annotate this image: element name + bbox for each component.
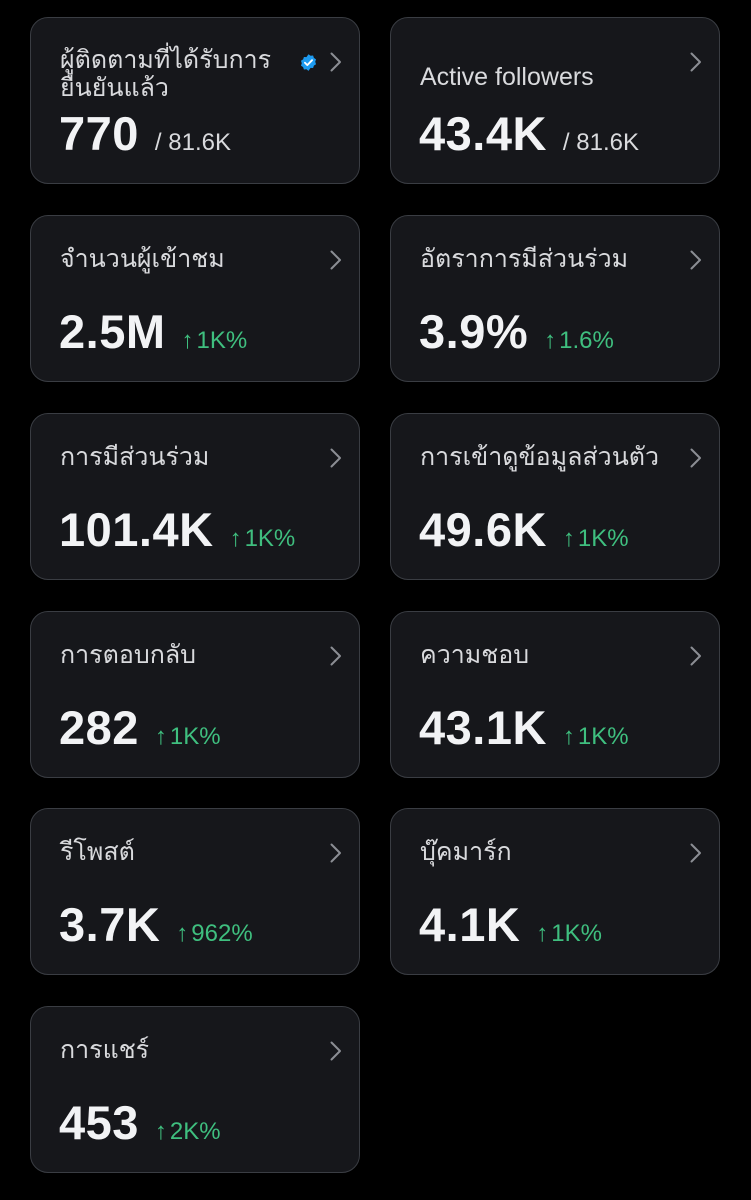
card-bookmarks[interactable]: บุ๊คมาร์ก 4.1K ↑ 1K% xyxy=(390,808,720,975)
arrow-up-icon: ↑ xyxy=(536,920,549,947)
card-total: / 81.6K xyxy=(154,129,231,156)
card-value: 282 xyxy=(59,701,139,754)
card-label: Active followers xyxy=(420,63,594,91)
card-label: ผู้ติดตามที่ได้รับการยืนยันแล้ว xyxy=(60,46,272,102)
card-value: 4.1K xyxy=(419,898,521,951)
card-change: ↑ 1K% xyxy=(563,525,629,553)
card-label: ความชอบ xyxy=(420,641,530,669)
card-value-row: 43.1K ↑ 1K% xyxy=(419,700,629,755)
card-value-row: 3.9% ↑ 1.6% xyxy=(419,304,614,359)
arrow-up-icon: ↑ xyxy=(562,723,575,750)
card-label-wrap: Active followers xyxy=(420,62,661,92)
card-label-wrap: การตอบกลับ xyxy=(60,640,301,670)
card-verified-followers[interactable]: ผู้ติดตามที่ได้รับการยืนยันแล้ว 770 / 81… xyxy=(30,17,360,184)
card-change-value: 1K% xyxy=(169,723,221,750)
chevron-right-icon xyxy=(330,250,341,270)
card-change: ↑ 1K% xyxy=(536,920,602,948)
arrow-up-icon: ↑ xyxy=(562,525,575,552)
arrow-up-icon: ↑ xyxy=(176,920,189,947)
card-value: 101.4K xyxy=(59,503,214,556)
arrow-up-icon: ↑ xyxy=(229,525,242,552)
card-label: บุ๊คมาร์ก xyxy=(420,838,512,866)
chevron-right-icon xyxy=(690,250,701,270)
card-label: จำนวนผู้เข้าชม xyxy=(60,245,225,273)
card-value: 3.9% xyxy=(419,305,529,358)
arrow-up-icon: ↑ xyxy=(154,1118,167,1145)
card-value-row: 2.5M ↑ 1K% xyxy=(59,304,247,359)
card-value-row: 282 ↑ 1K% xyxy=(59,700,221,755)
card-value-row: 453 ↑ 2K% xyxy=(59,1095,221,1150)
chevron-right-icon xyxy=(690,843,701,863)
card-change-value: 1K% xyxy=(244,525,296,552)
card-change: ↑ 1.6% xyxy=(544,327,614,355)
arrow-up-icon: ↑ xyxy=(544,327,557,354)
card-change-value: 1K% xyxy=(551,920,602,947)
card-change-value: 1K% xyxy=(196,327,248,354)
card-active-followers[interactable]: Active followers 43.4K / 81.6K xyxy=(390,17,720,184)
card-change: ↑ 1K% xyxy=(182,327,248,355)
card-likes[interactable]: ความชอบ 43.1K ↑ 1K% xyxy=(390,611,720,778)
card-replies[interactable]: การตอบกลับ 282 ↑ 1K% xyxy=(30,611,360,778)
card-label: การแชร์ xyxy=(60,1036,150,1064)
card-label: การตอบกลับ xyxy=(60,641,197,669)
chevron-right-icon xyxy=(690,646,701,666)
verified-badge-icon xyxy=(300,54,317,71)
card-label-wrap: จำนวนผู้เข้าชม xyxy=(60,244,301,274)
arrow-up-icon: ↑ xyxy=(181,327,194,354)
card-value-row: 4.1K ↑ 1K% xyxy=(419,897,602,952)
card-label: การเข้าดูข้อมูลส่วนตัว xyxy=(420,443,660,471)
card-change: ↑ 1K% xyxy=(230,525,296,553)
card-reposts[interactable]: รีโพสต์ 3.7K ↑ 962% xyxy=(30,808,360,975)
card-value: 2.5M xyxy=(59,305,166,358)
card-label: อัตราการมีส่วนร่วม xyxy=(420,245,629,273)
chevron-right-icon xyxy=(330,448,341,468)
card-change-value: 962% xyxy=(191,920,253,947)
card-label-wrap: รีโพสต์ xyxy=(60,837,301,867)
chevron-right-icon xyxy=(330,1041,341,1061)
chevron-right-icon xyxy=(330,646,341,666)
card-engagements[interactable]: การมีส่วนร่วม 101.4K ↑ 1K% xyxy=(30,413,360,580)
card-shares[interactable]: การแชร์ 453 ↑ 2K% xyxy=(30,1006,360,1173)
card-label-wrap: ผู้ติดตามที่ได้รับการยืนยันแล้ว xyxy=(60,46,301,102)
card-value: 43.1K xyxy=(419,701,547,754)
card-value-row: 3.7K ↑ 962% xyxy=(59,897,253,952)
card-total: / 81.6K xyxy=(562,129,639,156)
card-value: 49.6K xyxy=(419,503,547,556)
chevron-right-icon xyxy=(330,843,341,863)
card-label-wrap: การแชร์ xyxy=(60,1035,301,1065)
chevron-right-icon xyxy=(330,52,341,72)
card-change-value: 1.6% xyxy=(559,327,614,354)
card-value: 3.7K xyxy=(59,898,161,951)
card-change: ↑ 1K% xyxy=(155,723,221,751)
chevron-right-icon xyxy=(690,52,701,72)
card-value: 770 xyxy=(59,107,139,160)
card-change-value: 1K% xyxy=(577,525,629,552)
card-profile-visits[interactable]: การเข้าดูข้อมูลส่วนตัว 49.6K ↑ 1K% xyxy=(390,413,720,580)
card-change: ↑ 962% xyxy=(176,920,252,948)
card-label-wrap: อัตราการมีส่วนร่วม xyxy=(420,244,661,274)
card-impressions[interactable]: จำนวนผู้เข้าชม 2.5M ↑ 1K% xyxy=(30,215,360,382)
card-label: รีโพสต์ xyxy=(60,838,135,866)
arrow-up-icon: ↑ xyxy=(154,723,167,750)
card-label-wrap: ความชอบ xyxy=(420,640,661,670)
card-value-row: 43.4K / 81.6K xyxy=(419,106,639,161)
card-engagement-rate[interactable]: อัตราการมีส่วนร่วม 3.9% ↑ 1.6% xyxy=(390,215,720,382)
card-value-row: 49.6K ↑ 1K% xyxy=(419,502,629,557)
card-change: ↑ 2K% xyxy=(155,1118,221,1146)
card-label-wrap: การเข้าดูข้อมูลส่วนตัว xyxy=(420,442,661,472)
card-change-value: 2K% xyxy=(169,1118,221,1145)
card-value-row: 101.4K ↑ 1K% xyxy=(59,502,295,557)
chevron-right-icon xyxy=(690,448,701,468)
card-value: 43.4K xyxy=(419,107,547,160)
card-value-row: 770 / 81.6K xyxy=(59,106,231,161)
card-change-value: 1K% xyxy=(577,723,629,750)
card-label: การมีส่วนร่วม xyxy=(60,443,210,471)
card-label-wrap: บุ๊คมาร์ก xyxy=(420,837,661,867)
card-change: ↑ 1K% xyxy=(563,723,629,751)
card-label-wrap: การมีส่วนร่วม xyxy=(60,442,301,472)
card-value: 453 xyxy=(59,1096,139,1149)
